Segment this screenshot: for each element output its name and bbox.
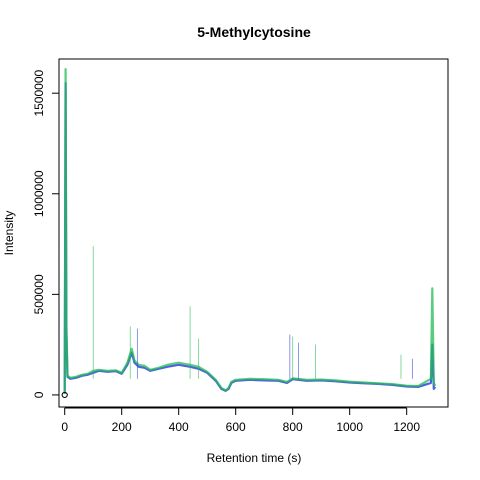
chart-title: 5-Methylcytosine (197, 24, 311, 40)
y-tick-label: 500000 (32, 274, 46, 314)
x-axis-label: Retention time (s) (207, 451, 302, 465)
origin-marker (61, 391, 68, 399)
series-line-1 (63, 82, 437, 394)
x-axis: 0 200 400 600 800 1000 1200 (61, 407, 420, 434)
plot-frame (58, 58, 449, 408)
x-tick-label: 1000 (336, 420, 363, 434)
y-tick-label: 1000000 (32, 170, 46, 217)
x-tick-label: 200 (112, 420, 132, 434)
y-tick-label: 1500000 (32, 70, 46, 117)
x-tick-label: 1200 (393, 420, 420, 434)
y-axis-label: Intensity (2, 211, 16, 256)
series-layer (61, 68, 437, 399)
y-tick-label: 0 (32, 391, 46, 398)
x-tick-label: 800 (283, 420, 303, 434)
x-tick-label: 0 (61, 420, 68, 434)
x-tick-label: 400 (169, 420, 189, 434)
series-line-2 (63, 68, 437, 394)
x-tick-label: 600 (226, 420, 246, 434)
y-axis: 0 500000 1000000 1500000 (32, 70, 60, 398)
